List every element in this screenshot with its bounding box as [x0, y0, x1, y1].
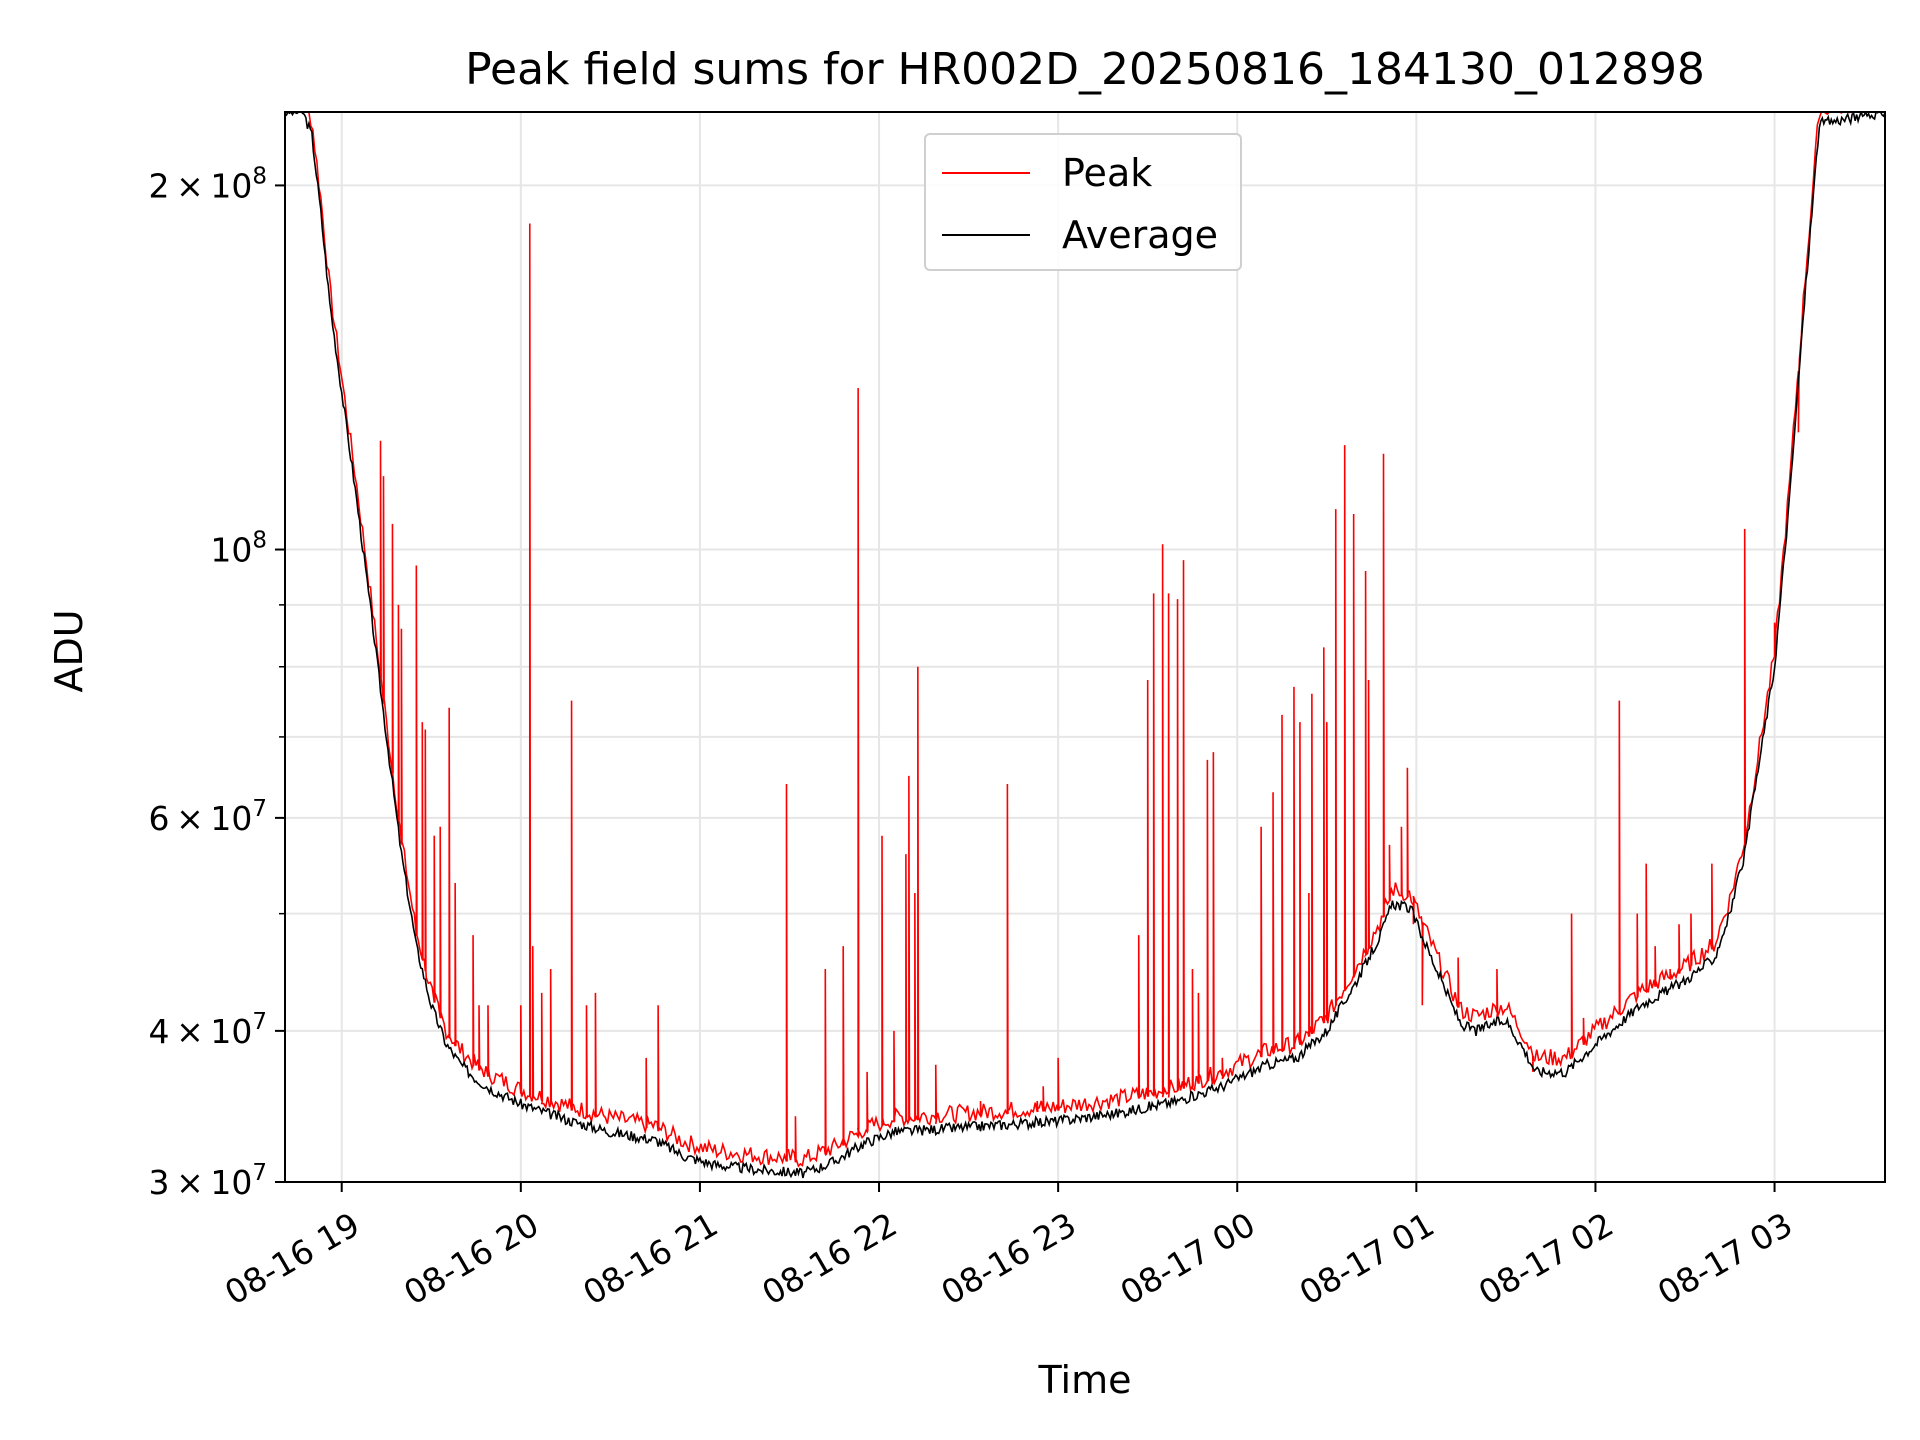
grid-layer	[285, 112, 1885, 1183]
x-axis-label: Time	[1038, 1358, 1132, 1402]
x-tick-label: 08-16 20	[397, 1205, 545, 1313]
legend-swatch-average	[942, 234, 1030, 236]
x-tick-label: 08-17 01	[1293, 1205, 1441, 1313]
plot-area-frame	[284, 111, 1886, 1183]
legend-label-peak: Peak	[1062, 151, 1153, 195]
x-tick-label: 08-16 22	[755, 1205, 903, 1313]
series-line-peak	[285, 112, 1885, 1168]
y-tick-label: 108	[210, 528, 267, 570]
legend-item-peak: Peak	[942, 151, 1152, 195]
y-axis-ticks: 3 × 107 4 × 107 6 × 107 108 2 × 108	[149, 163, 285, 1202]
y-tick-label: 3 × 107	[149, 1160, 267, 1202]
legend: Peak Average	[924, 133, 1242, 271]
y-tick-label: 2 × 108	[149, 163, 267, 205]
x-tick-label: 08-17 03	[1651, 1205, 1799, 1313]
y-tick-label: 4 × 107	[149, 1009, 267, 1051]
y-axis-label: ADU	[47, 609, 91, 693]
series-layer	[285, 112, 1885, 1179]
x-tick-label: 08-16 19	[218, 1205, 366, 1313]
x-tick-label: 08-17 00	[1114, 1205, 1262, 1313]
legend-swatch-peak	[942, 172, 1030, 174]
chart-title: Peak field sums for HR002D_20250816_1841…	[465, 44, 1705, 95]
x-tick-label: 08-16 23	[935, 1205, 1083, 1313]
legend-label-average: Average	[1062, 213, 1219, 257]
x-tick-label: 08-17 02	[1472, 1205, 1620, 1313]
legend-item-average: Average	[942, 213, 1218, 257]
y-tick-label: 6 × 107	[149, 796, 267, 838]
x-axis-ticks: 08-16 19 08-16 20 08-16 21 08-16 22 08-16 23…	[218, 1182, 1799, 1313]
x-tick-label: 08-16 21	[576, 1205, 724, 1313]
series-line-average	[285, 112, 1885, 1179]
